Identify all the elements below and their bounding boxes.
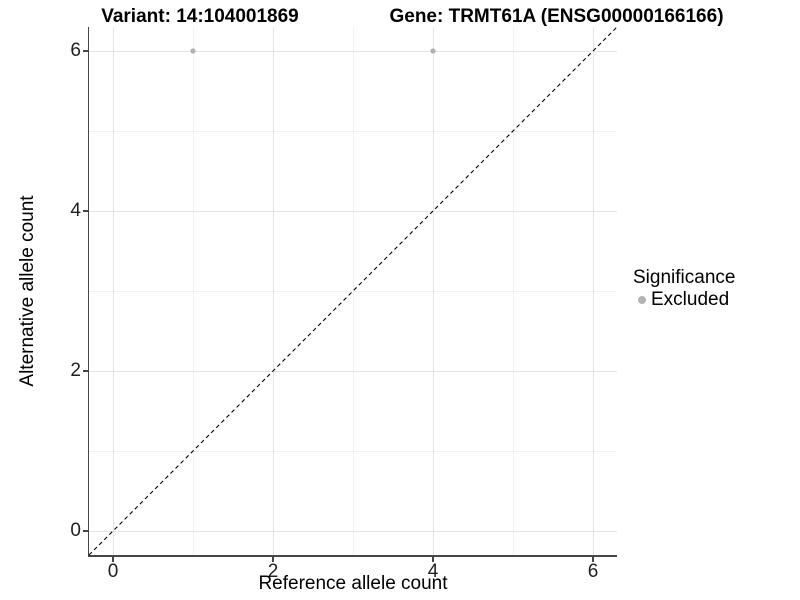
gridline-minor-horizontal — [89, 130, 617, 132]
legend: Significance Excluded — [633, 267, 735, 311]
y-axis-title: Alternative allele count — [17, 195, 38, 387]
x-tick-label: 2 — [267, 561, 279, 582]
identity-line — [88, 26, 618, 556]
plot-geom-layer — [88, 26, 618, 556]
gridline-major-horizontal — [89, 50, 617, 52]
plot-title-variant: Variant: 14:104001869 — [101, 6, 299, 27]
y-tick-mark — [82, 210, 88, 212]
x-axis-title: Reference allele count — [258, 573, 448, 594]
gridline-minor-vertical — [512, 27, 514, 555]
y-tick-label: 2 — [70, 360, 81, 381]
y-tick-label: 0 — [70, 520, 81, 541]
x-tick-label: 4 — [427, 561, 439, 582]
x-tick-label: 0 — [107, 561, 119, 582]
gridline-major-vertical — [432, 27, 434, 555]
data-point-excluded — [190, 48, 196, 54]
gridline-major-vertical — [112, 27, 114, 555]
legend-item-label: Excluded — [651, 289, 730, 310]
y-tick-mark — [82, 370, 88, 372]
y-tick-mark — [82, 50, 88, 52]
x-tick-mark — [272, 556, 274, 562]
x-axis-line — [87, 555, 617, 557]
y-tick-mark — [82, 530, 88, 532]
plot-panel: 0 2 4 6 0 2 4 6 — [70, 26, 618, 582]
y-axis-line — [87, 27, 89, 557]
x-tick-mark — [592, 556, 594, 562]
legend-item-excluded: Excluded — [633, 289, 735, 311]
gridline-major-horizontal — [89, 370, 617, 372]
plot-title-gene: Gene: TRMT61A (ENSG00000166166) — [389, 6, 724, 27]
y-tick-label: 4 — [70, 200, 81, 221]
gridline-minor-horizontal — [89, 290, 617, 292]
x-tick-mark — [112, 556, 114, 562]
gridline-major-horizontal — [89, 210, 617, 212]
gridline-major-vertical — [592, 27, 594, 555]
legend-title: Significance — [633, 267, 736, 288]
gridline-major-vertical — [272, 27, 274, 555]
gridline-major-horizontal — [89, 530, 617, 532]
x-tick-mark — [432, 556, 434, 562]
excluded-dot-icon — [638, 296, 646, 304]
data-point-excluded — [430, 48, 436, 54]
x-tick-label: 6 — [587, 561, 599, 582]
y-tick-label: 6 — [70, 40, 81, 61]
